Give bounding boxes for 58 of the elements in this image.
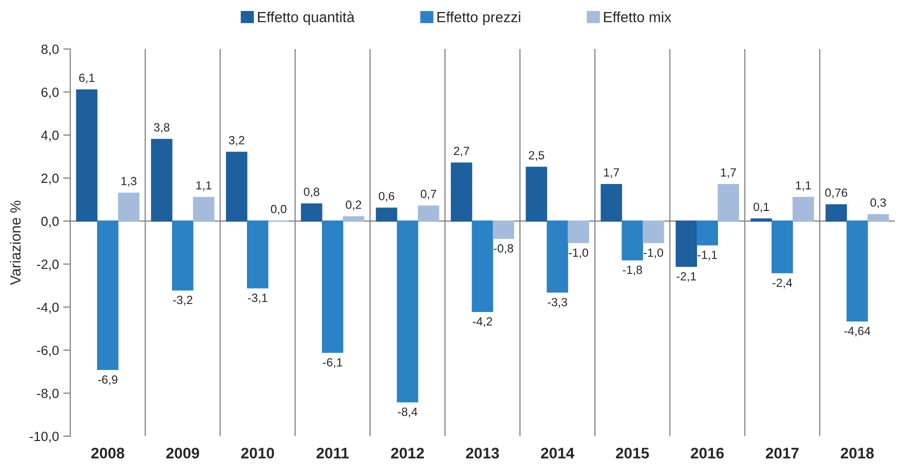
data-label: 2,7: [454, 146, 470, 157]
data-label: 1,3: [121, 176, 136, 187]
legend-label: Effetto prezzi: [438, 12, 520, 26]
x-tick-label: 2014: [540, 448, 574, 459]
data-label: 0,7: [420, 190, 436, 200]
data-label: 1,1: [796, 181, 811, 191]
data-label: 1,7: [721, 168, 736, 178]
data-label: -3,1: [248, 294, 268, 304]
x-tick-label: 2015: [616, 448, 649, 459]
data-label: 0,0: [270, 204, 286, 215]
y-tick-label: -6,0: [37, 346, 59, 357]
data-label: -1,8: [622, 266, 642, 276]
data-label: -0,8: [494, 244, 514, 254]
x-tick-label: 2009: [166, 448, 200, 459]
legend-label: Effetto mix: [604, 12, 672, 22]
x-tick-label: 2018: [840, 448, 874, 459]
x-tick-label: 2011: [316, 448, 349, 459]
data-label: -2,1: [676, 272, 696, 282]
data-label: 3,2: [228, 136, 244, 146]
x-tick-label: 2012: [391, 448, 424, 459]
y-tick-label: 0,0: [41, 216, 59, 228]
y-tick-label: -4,0: [37, 302, 59, 314]
data-label: 0,2: [346, 200, 362, 210]
data-label: -4,64: [844, 326, 870, 337]
data-label: -1,0: [568, 248, 588, 258]
legend-label: Effetto quantità: [258, 11, 355, 26]
y-tick-label: -2,0: [37, 260, 59, 271]
data-label: 2,5: [528, 151, 544, 161]
data-label: -6,9: [98, 375, 118, 386]
data-label: -3,2: [173, 296, 192, 306]
data-label: 1,7: [604, 168, 620, 178]
data-label: 0,8: [304, 188, 320, 198]
y-tick-label: -8,0: [37, 388, 59, 400]
data-label: 6,1: [79, 74, 94, 84]
y-tick-label: 6,0: [41, 88, 59, 99]
data-label: -1,0: [644, 248, 664, 258]
y-tick-label: 8,0: [41, 44, 59, 56]
y-axis-title: Variazione %: [10, 200, 21, 285]
data-label: -3,3: [548, 298, 568, 308]
data-label: 1,1: [196, 181, 212, 191]
x-tick-label: 2010: [241, 448, 274, 459]
y-tick-label: -10,0: [30, 432, 59, 443]
y-tick-label: 4,0: [41, 130, 59, 142]
x-tick-label: 2016: [690, 448, 724, 459]
x-tick-label: 2008: [91, 448, 124, 459]
data-label: 0,76: [825, 188, 848, 198]
data-label: -1,1: [698, 250, 717, 260]
x-tick-label: 2013: [466, 448, 499, 459]
x-tick-label: 2017: [766, 448, 799, 459]
data-label: -4,2: [472, 317, 492, 328]
data-label: 0,6: [378, 192, 394, 202]
data-label: 0,3: [870, 198, 886, 208]
data-label: 0,1: [754, 202, 769, 212]
data-label: -8,4: [398, 408, 418, 418]
data-label: -2,4: [772, 278, 792, 288]
data-label: 3,8: [154, 123, 170, 133]
y-tick-label: 2,0: [41, 174, 59, 185]
data-label: -6,1: [322, 358, 342, 368]
